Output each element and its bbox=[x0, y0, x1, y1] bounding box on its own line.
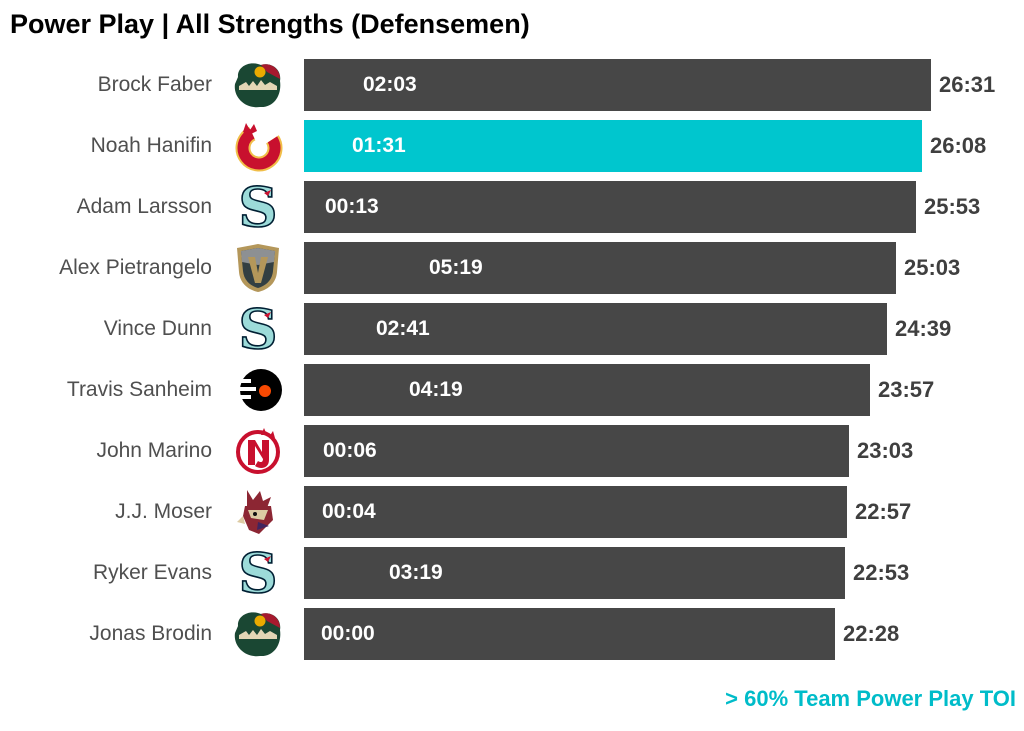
toi-bar: 02:03 bbox=[304, 59, 931, 111]
svg-text:S: S bbox=[239, 303, 278, 355]
toi-bar: 04:19 bbox=[304, 364, 870, 416]
pp-toi-label: 02:41 bbox=[376, 317, 430, 340]
bar-area: 01:31 26:08 bbox=[304, 120, 1024, 172]
team-logo-ari-icon bbox=[212, 486, 304, 538]
player-row: Ryker Evans S 03:19 22:53 bbox=[0, 547, 1024, 599]
player-name: Ryker Evans bbox=[92, 561, 212, 584]
toi-bar-highlighted: 01:31 bbox=[304, 120, 922, 172]
bar-area: 02:41 24:39 bbox=[304, 303, 1024, 355]
team-logo-njd-icon bbox=[212, 425, 304, 477]
bar-area: 00:06 23:03 bbox=[304, 425, 1024, 477]
player-name: J.J. Moser bbox=[115, 500, 212, 523]
pp-toi-label: 00:13 bbox=[325, 195, 379, 218]
total-toi-label: 23:57 bbox=[878, 377, 935, 402]
player-row: Brock Faber 02:03 26:31 bbox=[0, 59, 1024, 111]
toi-bar: 00:04 bbox=[304, 486, 847, 538]
total-toi-label: 22:57 bbox=[855, 499, 912, 524]
toi-bar: 03:19 bbox=[304, 547, 845, 599]
player-row: Adam Larsson S 00:13 25:53 bbox=[0, 181, 1024, 233]
pp-toi-label: 02:03 bbox=[363, 73, 417, 96]
total-toi-label: 22:28 bbox=[843, 621, 900, 646]
player-name: John Marino bbox=[96, 439, 212, 462]
bar-area: 00:00 22:28 bbox=[304, 608, 1024, 660]
player-name: Alex Pietrangelo bbox=[59, 256, 212, 279]
team-logo-min-icon bbox=[212, 59, 304, 111]
player-row: Alex Pietrangelo 05:19 25:03 bbox=[0, 242, 1024, 294]
pp-toi-label: 00:04 bbox=[322, 500, 376, 523]
bar-area: 02:03 26:31 bbox=[304, 59, 1024, 111]
team-logo-min-icon bbox=[212, 608, 304, 660]
bar-area: 03:19 22:53 bbox=[304, 547, 1024, 599]
team-logo-sea-icon: S bbox=[212, 303, 304, 355]
bar-chart: Brock Faber 02:03 26:31 Noah Hanifin 01:31 26… bbox=[0, 59, 1024, 660]
pp-toi-label: 05:19 bbox=[429, 256, 483, 279]
team-logo-sea-icon: S bbox=[212, 547, 304, 599]
bar-area: 04:19 23:57 bbox=[304, 364, 1024, 416]
total-toi-label: 26:31 bbox=[939, 72, 996, 97]
player-row: Travis Sanheim 04:19 23:57 bbox=[0, 364, 1024, 416]
player-name: Travis Sanheim bbox=[66, 378, 212, 401]
total-toi-label: 24:39 bbox=[895, 316, 952, 341]
pp-toi-label: 00:00 bbox=[321, 622, 375, 645]
player-row: Vince Dunn S 02:41 24:39 bbox=[0, 303, 1024, 355]
player-name: Jonas Brodin bbox=[89, 622, 212, 645]
bar-area: 00:13 25:53 bbox=[304, 181, 1024, 233]
player-row: Noah Hanifin 01:31 26:08 bbox=[0, 120, 1024, 172]
svg-text:S: S bbox=[239, 547, 278, 599]
toi-bar: 00:06 bbox=[304, 425, 849, 477]
player-name: Noah Hanifin bbox=[90, 134, 212, 157]
bar-area: 00:04 22:57 bbox=[304, 486, 1024, 538]
highlight-legend-note: > 60% Team Power Play TOI bbox=[725, 686, 1016, 711]
total-toi-label: 26:08 bbox=[930, 133, 987, 158]
player-name: Vince Dunn bbox=[103, 317, 212, 340]
toi-bar: 00:13 bbox=[304, 181, 916, 233]
player-row: Jonas Brodin 00:00 22:28 bbox=[0, 608, 1024, 660]
chart-title: Power Play | All Strengths (Defensemen) bbox=[10, 9, 530, 39]
team-logo-cgy-icon bbox=[212, 120, 304, 172]
svg-text:S: S bbox=[239, 181, 278, 233]
total-toi-label: 23:03 bbox=[857, 438, 914, 463]
team-logo-vgk-icon bbox=[212, 242, 304, 294]
toi-bar: 00:00 bbox=[304, 608, 835, 660]
pp-toi-label: 01:31 bbox=[352, 134, 406, 157]
player-name: Brock Faber bbox=[97, 73, 212, 96]
total-toi-label: 25:53 bbox=[924, 194, 981, 219]
total-toi-label: 22:53 bbox=[853, 560, 910, 585]
total-toi-label: 25:03 bbox=[904, 255, 961, 280]
player-row: J.J. Moser 00:04 22:57 bbox=[0, 486, 1024, 538]
player-row: John Marino 00:06 23:03 bbox=[0, 425, 1024, 477]
player-name: Adam Larsson bbox=[76, 195, 212, 218]
team-logo-sea-icon: S bbox=[212, 181, 304, 233]
toi-bar: 05:19 bbox=[304, 242, 896, 294]
bar-area: 05:19 25:03 bbox=[304, 242, 1024, 294]
pp-toi-label: 03:19 bbox=[389, 561, 443, 584]
toi-bar: 02:41 bbox=[304, 303, 887, 355]
team-logo-phi-icon bbox=[212, 364, 304, 416]
pp-toi-label: 00:06 bbox=[323, 439, 377, 462]
pp-toi-label: 04:19 bbox=[409, 378, 463, 401]
